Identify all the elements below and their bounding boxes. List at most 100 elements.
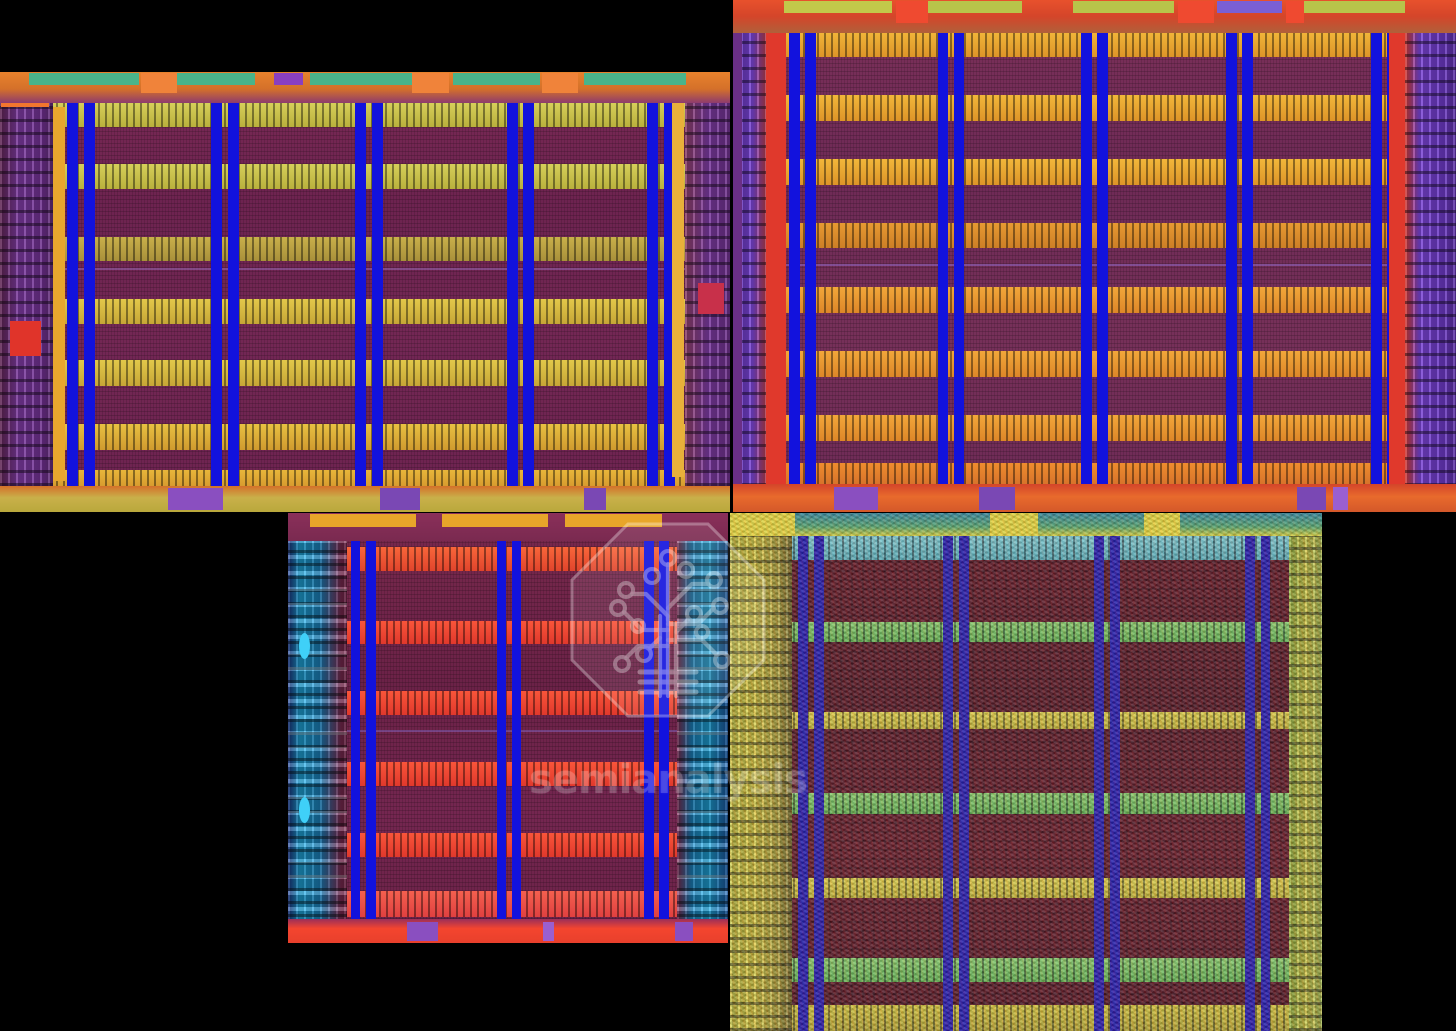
io-pad-group (1144, 513, 1180, 537)
io-pad-rail-bottom (288, 919, 728, 943)
bitline-stripe (1110, 513, 1120, 1031)
sense-amp-band (288, 762, 728, 786)
sense-amp-band (733, 350, 1456, 378)
bitline-stripe (1226, 0, 1237, 512)
bitline-stripe (646, 72, 658, 512)
io-pad-group (442, 513, 548, 527)
left-periphery-column (730, 513, 793, 1031)
bitline-stripe (523, 72, 535, 512)
io-purple-block (675, 921, 693, 942)
bitline-stripe (659, 513, 669, 943)
periphery-cyan-marker (299, 796, 310, 823)
io-orange-block (541, 72, 579, 93)
sense-amp-band (733, 30, 1456, 58)
io-purple-block (167, 488, 223, 511)
array-cell-texture (288, 513, 728, 943)
io-pad-group (452, 73, 541, 85)
bitline-stripe (953, 0, 965, 512)
bitline-stripe (814, 513, 824, 1031)
sense-amp-band (288, 833, 728, 857)
bitline-stripe (350, 513, 361, 943)
sense-amp-band (733, 286, 1456, 314)
bitline-stripe (1245, 513, 1255, 1031)
die-tile-top-left (0, 72, 730, 512)
io-purple-block (978, 486, 1015, 511)
io-pad-group (1304, 1, 1406, 14)
io-pad-group (730, 513, 796, 537)
stitch-seam (733, 263, 1456, 266)
left-periphery-column (288, 513, 348, 943)
bitline-stripe (506, 72, 518, 512)
bitline-stripe (1241, 0, 1253, 512)
bitline-stripe (1371, 0, 1383, 512)
io-red-block (895, 1, 929, 23)
bitline-stripe (789, 0, 801, 512)
bitline-stripe (663, 72, 675, 512)
io-purple-block (834, 486, 878, 511)
bitline-stripe (210, 72, 222, 512)
bitline-stripe (497, 513, 507, 943)
bitline-stripe (1094, 513, 1104, 1031)
io-purple-block (1333, 486, 1348, 511)
sense-amp-band (288, 691, 728, 715)
bitline-stripe (227, 72, 239, 512)
bitline-stripe (959, 513, 969, 1031)
array-cell-texture (730, 513, 1322, 1031)
die-tile-bottom-right (730, 513, 1322, 1031)
sense-amp-band (730, 536, 1322, 561)
sense-amp-band (730, 1005, 1322, 1031)
sense-amp-band (733, 94, 1456, 122)
io-red-block (1177, 1, 1214, 23)
bitline-stripe (937, 0, 949, 512)
sense-amp-band (733, 463, 1456, 487)
io-pad-rail-bottom (0, 485, 730, 512)
left-periphery-column (0, 72, 53, 512)
io-pad-group (584, 73, 687, 85)
sense-amp-band (288, 547, 728, 571)
periphery-gold-strip (672, 98, 685, 477)
bitline-stripe (798, 513, 808, 1031)
io-purple-block (1296, 486, 1326, 511)
array-background (288, 513, 728, 943)
bitline-stripe (67, 72, 79, 512)
periphery-gold-strip (53, 107, 65, 306)
sense-amp-band (730, 958, 1322, 983)
io-pad-group (310, 513, 416, 527)
bitline-stripe (511, 513, 521, 943)
io-pad-group (1072, 1, 1175, 14)
io-purple-block (379, 488, 420, 511)
bitline-stripe (83, 72, 95, 512)
array-background (730, 513, 1322, 1031)
io-pad-group (1217, 1, 1283, 14)
io-orange-block (140, 72, 178, 93)
die-tile-top-right (733, 0, 1456, 512)
bitline-stripe (1261, 513, 1271, 1031)
bitline-stripe (366, 513, 376, 943)
bitline-stripe (943, 513, 953, 1031)
io-pad-group (990, 513, 1038, 537)
bitline-stripe (805, 0, 817, 512)
io-orange-block (412, 72, 449, 93)
io-red-block (1286, 1, 1305, 23)
photo-noise-overlay (730, 513, 1322, 1031)
io-pad-group (273, 73, 303, 85)
periphery-red-block (697, 283, 725, 314)
periphery-red-block (765, 10, 786, 502)
sense-amp-band (288, 891, 728, 918)
io-pad-group (565, 513, 662, 527)
periphery-cyan-marker (299, 633, 310, 660)
sense-amp-band (730, 621, 1322, 643)
sense-amp-band (288, 620, 728, 644)
io-pad-group (153, 73, 256, 85)
periphery-red-block (10, 320, 41, 356)
bitline-stripe (354, 72, 366, 512)
stitch-seam (288, 730, 728, 733)
sense-amp-band (733, 222, 1456, 249)
sense-amp-band (733, 158, 1456, 186)
right-periphery-column (1289, 513, 1322, 1031)
bitline-stripe (1081, 0, 1093, 512)
periphery-red-block (1388, 20, 1405, 492)
bitline-stripe (371, 72, 383, 512)
bitline-stripe (644, 513, 654, 943)
